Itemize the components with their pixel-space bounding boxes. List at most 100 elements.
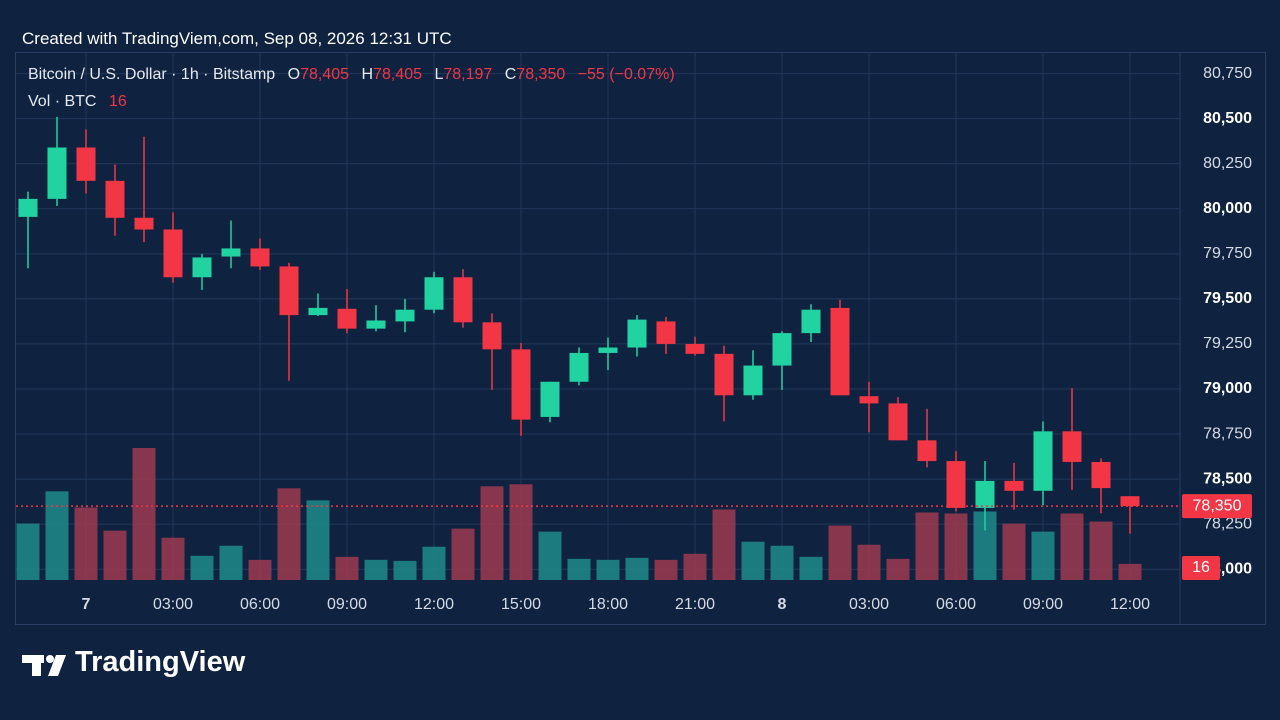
- volume-bar: [712, 509, 736, 580]
- candle-body: [946, 461, 966, 508]
- volume-bar: [393, 560, 417, 580]
- volume-bar: [190, 555, 214, 580]
- candle-body: [221, 248, 241, 257]
- x-tick-label: 7: [82, 596, 91, 613]
- volume-value-box: [1182, 556, 1220, 580]
- x-tick-label: 12:00: [1110, 596, 1150, 613]
- candle-body: [888, 403, 908, 441]
- volume-bar: [277, 488, 301, 580]
- y-tick-label: 79,250: [1203, 335, 1252, 352]
- change: −55 (−0.07%): [577, 66, 675, 83]
- l-label: L: [434, 66, 444, 83]
- volume-bar: [509, 484, 533, 580]
- x-tick-label: 06:00: [936, 596, 976, 613]
- candle-body: [859, 396, 879, 404]
- y-tick-label: 78,250: [1203, 515, 1252, 532]
- volume-bar: [828, 525, 852, 580]
- candle-body: [76, 147, 96, 181]
- candle-body: [366, 320, 386, 329]
- candle-body: [1004, 480, 1024, 491]
- candle-body: [1091, 461, 1111, 489]
- volume-bar: [422, 546, 446, 580]
- volume-bar: [1031, 531, 1055, 580]
- y-tick-label: 80,000: [1203, 200, 1252, 217]
- candle-body: [627, 319, 647, 348]
- high-value: 78,405: [373, 66, 422, 83]
- volume-bar: [132, 448, 156, 580]
- volume-bar: [683, 553, 707, 580]
- candle-body: [482, 322, 502, 350]
- y-tick-label: 80,250: [1203, 155, 1252, 172]
- volume-bar: [1002, 523, 1026, 580]
- candle-body: [395, 309, 415, 322]
- volume-bar: [1118, 563, 1142, 580]
- volume-bar: [74, 507, 98, 580]
- candle-body: [163, 229, 183, 278]
- volume-value-label: 16: [1192, 559, 1210, 576]
- x-tick-label: 21:00: [675, 596, 715, 613]
- volume-bar: [596, 559, 620, 580]
- y-tick-label: 79,750: [1203, 245, 1252, 262]
- volume-bar: [451, 528, 475, 580]
- legend: Bitcoin / U.S. Dollar · 1h · Bitstamp O7…: [28, 66, 675, 84]
- c-label: C: [504, 66, 517, 83]
- last-price-label: 78,350: [1193, 497, 1242, 514]
- volume-bar: [567, 558, 591, 580]
- volume-bar: [16, 523, 40, 580]
- x-tick-label: 12:00: [414, 596, 454, 613]
- volume-bar: [741, 541, 765, 580]
- last-price-box: [1182, 494, 1252, 519]
- volume-bar: [103, 530, 127, 580]
- x-tick-label: 15:00: [501, 596, 541, 613]
- volume-value: 16: [108, 93, 127, 110]
- candle-body: [511, 349, 531, 420]
- chart-frame: [15, 52, 1266, 625]
- candle-body: [801, 309, 821, 334]
- x-tick-label: 03:00: [153, 596, 193, 613]
- volume-legend: Vol · BTC 16: [28, 93, 127, 111]
- candle-body: [569, 352, 589, 382]
- y-tick-label: 80,500: [1203, 110, 1252, 127]
- candle-body: [453, 277, 473, 323]
- volume-bar: [625, 557, 649, 580]
- volume-bar: [1089, 521, 1113, 580]
- close-value: 78,350: [516, 66, 566, 83]
- volume-bar: [1060, 513, 1084, 580]
- x-tick-label: 09:00: [1023, 596, 1063, 613]
- symbol: Bitcoin / U.S. Dollar · 1h · Bitstamp: [28, 66, 276, 83]
- candle-body: [743, 365, 763, 396]
- volume-bar: [915, 512, 939, 580]
- candle-body: [134, 217, 154, 230]
- open-value: 78,405: [300, 66, 350, 83]
- volume-bar: [857, 544, 881, 580]
- volume-bar: [538, 531, 562, 580]
- x-tick-label: 8: [778, 596, 787, 613]
- candle-body: [830, 307, 850, 396]
- x-tick-label: 06:00: [240, 596, 280, 613]
- y-tick-label: 79,000: [1203, 380, 1252, 397]
- h-label: H: [361, 66, 374, 83]
- candle-body: [250, 248, 270, 267]
- volume-bar: [944, 513, 968, 580]
- candle-body: [47, 147, 67, 199]
- volume-bar: [219, 545, 243, 580]
- candle-body: [714, 353, 734, 396]
- header: Created with TradingViem,com, Sep 08, 20…: [22, 29, 452, 48]
- volume-bar: [306, 500, 330, 580]
- logo-icon: [22, 655, 66, 676]
- y-tick-label: 78,500: [1203, 470, 1252, 487]
- candle-body: [540, 381, 560, 417]
- candle-body: [424, 277, 444, 310]
- y-tick-label: 79,500: [1203, 290, 1252, 307]
- volume-bar: [45, 491, 69, 580]
- candle-body: [1033, 431, 1053, 491]
- brand: TradingView: [75, 646, 246, 678]
- candle-body: [685, 343, 705, 354]
- candle-body: [917, 440, 937, 462]
- candle-body: [308, 307, 328, 316]
- candle-body: [1120, 496, 1140, 507]
- candle-body: [18, 198, 38, 217]
- candle-body: [772, 333, 792, 366]
